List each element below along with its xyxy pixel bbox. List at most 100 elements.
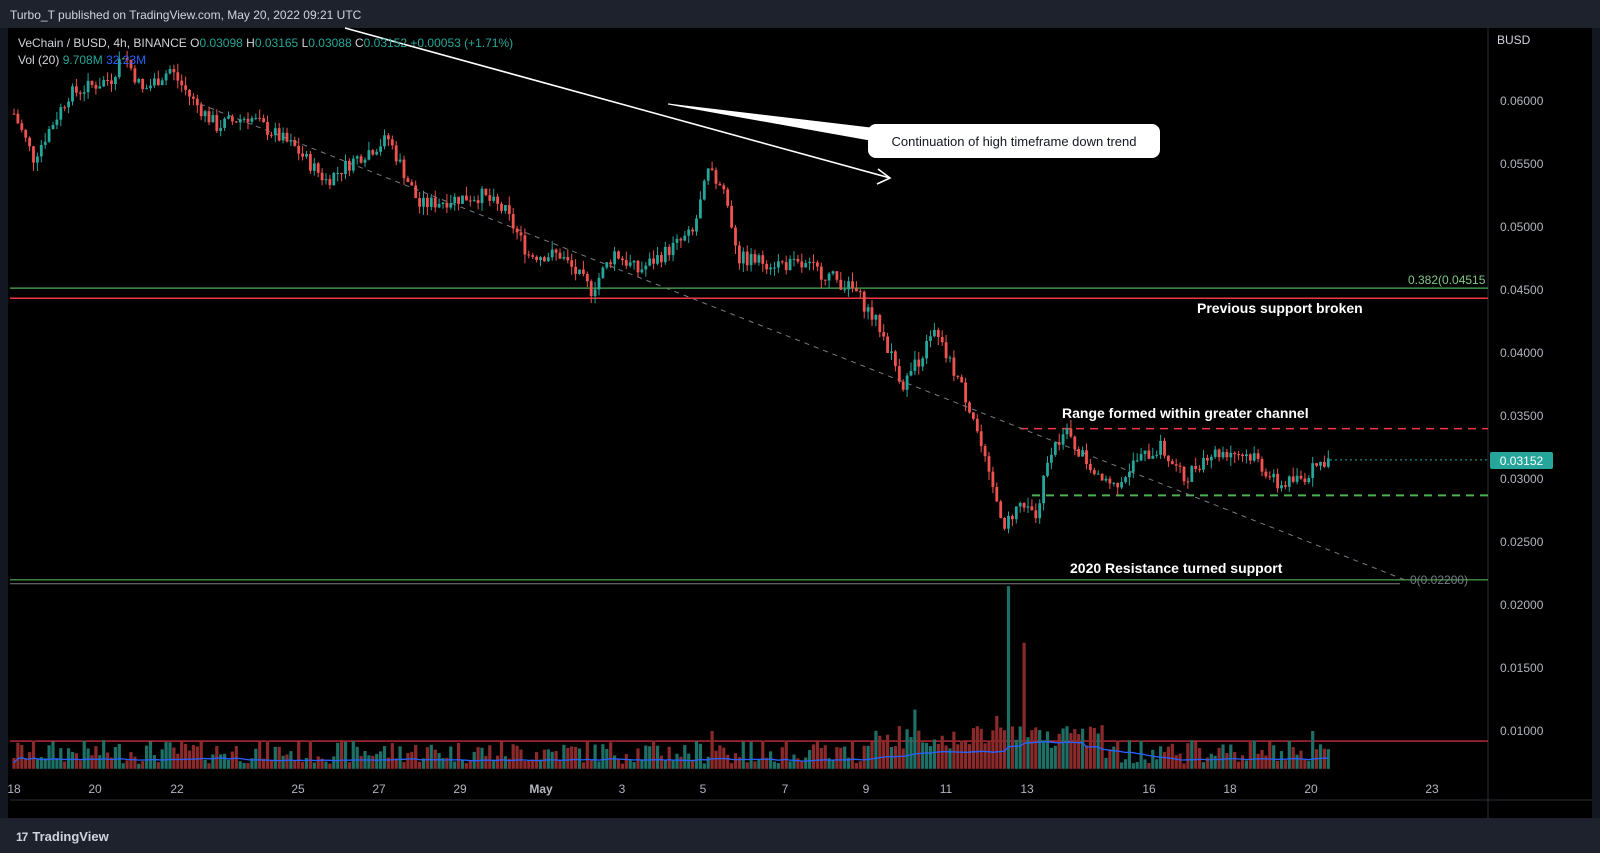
candle-body[interactable] [554, 249, 558, 253]
volume-bar[interactable] [1170, 743, 1174, 769]
candle-body[interactable] [1050, 454, 1053, 463]
candle-body[interactable] [1061, 434, 1065, 445]
volume-bar[interactable] [468, 760, 472, 769]
candle-body[interactable] [433, 197, 437, 208]
candle-body[interactable] [944, 342, 948, 359]
candle-body[interactable] [1065, 428, 1069, 435]
volume-bar[interactable] [1127, 740, 1131, 769]
candle-body[interactable] [1295, 475, 1299, 482]
candle-body[interactable] [359, 156, 363, 163]
volume-bar[interactable] [804, 757, 808, 769]
volume-bar[interactable] [694, 741, 699, 769]
volume-bar[interactable] [441, 758, 445, 769]
volume-bar[interactable] [1092, 727, 1096, 769]
volume-bar[interactable] [628, 760, 632, 769]
candle-body[interactable] [246, 118, 250, 122]
volume-bar[interactable] [180, 741, 184, 769]
candle-body[interactable] [964, 382, 967, 403]
volume-bar[interactable] [1057, 733, 1061, 769]
volume-bar[interactable] [148, 741, 153, 769]
volume-bar[interactable] [507, 758, 511, 769]
volume-bar[interactable] [581, 762, 585, 769]
candle-body[interactable] [1124, 477, 1127, 483]
candle-body[interactable] [882, 332, 886, 337]
volume-bar[interactable] [1225, 753, 1229, 769]
candle-body[interactable] [176, 72, 180, 81]
volume-bar[interactable] [897, 726, 901, 769]
volume-bar[interactable] [843, 746, 847, 769]
volume-bar[interactable] [1042, 740, 1046, 769]
candle-body[interactable] [1007, 515, 1010, 529]
candle-body[interactable] [20, 123, 24, 130]
candle-body[interactable] [277, 128, 281, 141]
candle-body[interactable] [679, 238, 683, 241]
volume-bar[interactable] [269, 759, 273, 769]
volume-bar[interactable] [675, 753, 679, 769]
candle-body[interactable] [1323, 461, 1326, 467]
volume-bar[interactable] [1205, 757, 1209, 769]
candle-body[interactable] [780, 261, 784, 263]
volume-bar[interactable] [1010, 726, 1014, 769]
candle-body[interactable] [1131, 460, 1135, 472]
volume-bar[interactable] [698, 743, 702, 769]
candle-body[interactable] [535, 256, 538, 261]
volume-bar[interactable] [776, 763, 780, 769]
volume-bar[interactable] [141, 761, 145, 769]
candle-body[interactable] [917, 359, 921, 367]
volume-bar[interactable] [488, 745, 492, 769]
volume-bar[interactable] [78, 760, 82, 769]
volume-bar[interactable] [1233, 752, 1237, 769]
volume-bar[interactable] [749, 741, 753, 769]
volume-bar[interactable] [730, 763, 734, 769]
candle-body[interactable] [94, 84, 98, 89]
candle-body[interactable] [831, 271, 835, 274]
candle-body[interactable] [1069, 428, 1073, 437]
candle-body[interactable] [281, 132, 285, 141]
volume-bar[interactable] [874, 730, 878, 769]
candle-body[interactable] [1190, 465, 1194, 482]
candle-body[interactable] [886, 336, 889, 353]
candle-body[interactable] [129, 60, 133, 69]
volume-bar[interactable] [1014, 739, 1018, 769]
candle-body[interactable] [1260, 458, 1264, 472]
candle-body[interactable] [484, 188, 488, 196]
volume-bar[interactable] [987, 740, 991, 769]
volume-bar[interactable] [905, 729, 909, 769]
candle-body[interactable] [1038, 503, 1042, 519]
candle-body[interactable] [1135, 460, 1139, 462]
candle-body[interactable] [344, 160, 347, 175]
volume-bar[interactable] [195, 746, 199, 769]
volume-bar[interactable] [414, 744, 418, 769]
candle-body[interactable] [730, 205, 733, 228]
volume-bar[interactable] [125, 760, 129, 769]
candle-body[interactable] [519, 232, 523, 236]
volume-bar[interactable] [215, 746, 219, 769]
candle-body[interactable] [1174, 464, 1178, 466]
volume-bar[interactable] [1287, 740, 1291, 769]
candle-body[interactable] [995, 486, 999, 502]
volume-bar[interactable] [889, 747, 894, 769]
volume-bar[interactable] [230, 751, 234, 769]
candle-body[interactable] [16, 113, 20, 124]
volume-bar[interactable] [277, 746, 281, 769]
volume-bar[interactable] [402, 762, 406, 769]
candle-body[interactable] [1167, 455, 1170, 462]
volume-bar[interactable] [394, 758, 398, 769]
candle-body[interactable] [496, 196, 499, 204]
volume-bar[interactable] [492, 759, 496, 769]
candle-body[interactable] [160, 80, 164, 86]
volume-bar[interactable] [94, 746, 98, 769]
candle-body[interactable] [67, 101, 70, 108]
candle-body[interactable] [777, 261, 780, 268]
volume-bar[interactable] [1065, 726, 1069, 769]
candle-body[interactable] [593, 289, 597, 297]
volume-bar[interactable] [1096, 733, 1100, 769]
volume-bar[interactable] [831, 760, 835, 769]
candle-body[interactable] [1287, 476, 1291, 487]
volume-bar[interactable] [39, 757, 43, 769]
volume-bar[interactable] [921, 742, 925, 769]
candle-body[interactable] [636, 260, 640, 273]
volume-bar[interactable] [359, 755, 363, 769]
candle-body[interactable] [695, 218, 698, 232]
candle-body[interactable] [574, 266, 577, 274]
